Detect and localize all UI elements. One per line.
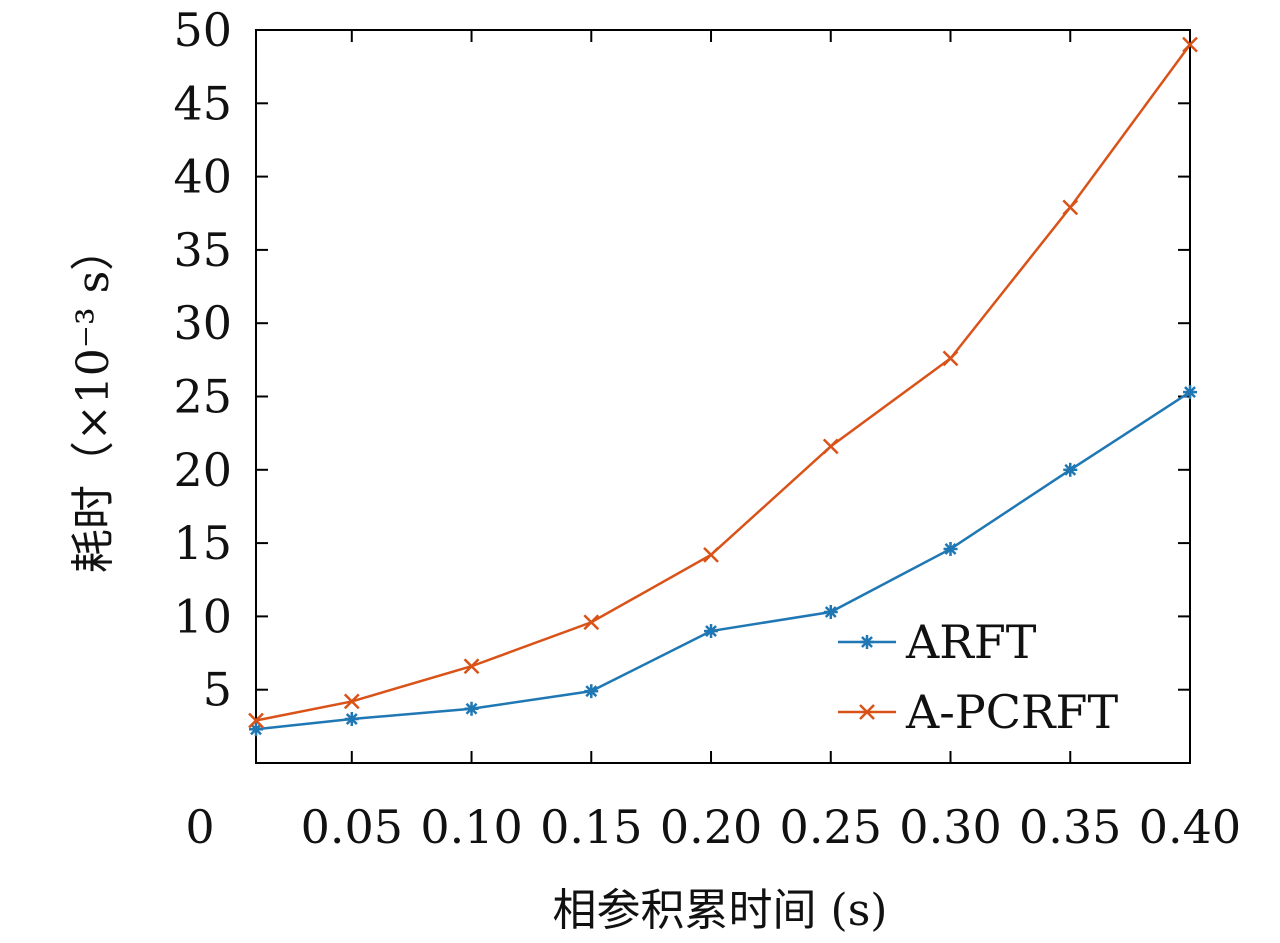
x-axis-title: 相参积累时间 (s) [553, 885, 888, 936]
data-point-1 [343, 693, 360, 710]
x-tick-label: 0.40 [1139, 800, 1241, 854]
legend-marker-glyph [859, 704, 875, 720]
x-tick-label: 0.25 [780, 800, 882, 854]
legend-label-apcrft: A-PCRFT [905, 685, 1118, 739]
data-point-0 [823, 605, 838, 620]
series-line-0 [255, 391, 1191, 731]
x-tick-label: 0.35 [1019, 800, 1121, 854]
y-tick-label: 25 [173, 370, 232, 424]
data-point-1 [822, 438, 839, 455]
data-point-1 [248, 712, 264, 729]
data-point-1 [1062, 199, 1079, 216]
data-point-1 [583, 614, 600, 631]
data-point-1 [703, 546, 719, 563]
data-point-1 [1182, 36, 1198, 53]
legend-marker-glyph [860, 635, 874, 649]
y-tick-label: 30 [173, 296, 232, 350]
data-point-0 [943, 541, 958, 556]
y-ticks: 5 10 15 20 25 30 35 40 45 50 [173, 3, 1190, 717]
x-tick-label: 0.15 [540, 800, 642, 854]
plot-frame [255, 29, 1191, 764]
x-tick-label: 0.20 [660, 800, 762, 854]
data-point-0 [344, 712, 359, 727]
x-origin-label: 0 [185, 800, 214, 854]
data-point-0 [249, 722, 263, 737]
data-point-0 [704, 624, 719, 639]
series-line-1 [255, 43, 1192, 722]
y-tick-label: 5 [203, 663, 232, 717]
y-axis-title: 耗时（×10⁻³ s） [68, 227, 119, 573]
x-tick-label: 0.10 [420, 800, 522, 854]
y-tick-label: 35 [173, 223, 232, 277]
x-tick-label: 0.05 [301, 800, 403, 854]
legend: ARFT A-PCRFT [838, 615, 1118, 739]
data-point-0 [464, 701, 479, 716]
x-ticks: 0.05 0.10 0.15 0.20 0.25 0.30 0.35 0.40 [301, 30, 1241, 854]
data-point-0 [1183, 385, 1197, 400]
legend-label-arft: ARFT [905, 615, 1037, 669]
y-tick-label: 10 [173, 589, 232, 643]
series-layer [248, 36, 1198, 737]
data-point-1 [463, 658, 480, 675]
data-point-0 [1063, 462, 1078, 477]
y-tick-label: 20 [173, 443, 232, 497]
y-tick-label: 45 [173, 76, 232, 130]
x-tick-label: 0.30 [899, 800, 1001, 854]
legend-marker-arft [860, 635, 874, 649]
legend-marker-apcrft [859, 704, 875, 720]
y-tick-label: 15 [173, 516, 232, 570]
data-point-1 [942, 350, 959, 367]
data-point-0 [584, 684, 599, 699]
y-tick-label: 50 [173, 3, 232, 57]
y-tick-label: 40 [173, 150, 232, 204]
